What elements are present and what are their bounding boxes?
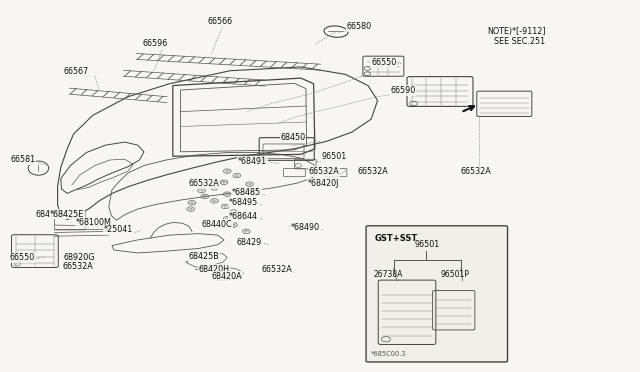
Text: 66581: 66581 — [10, 155, 35, 164]
Bar — [72, 257, 92, 265]
Text: 66532A: 66532A — [461, 167, 492, 176]
Text: 66567: 66567 — [64, 67, 89, 76]
Text: GST+SST: GST+SST — [374, 234, 418, 243]
Text: 96501: 96501 — [322, 152, 347, 161]
Text: 66580: 66580 — [347, 22, 372, 31]
Text: 68420M: 68420M — [35, 209, 67, 218]
Text: 68429: 68429 — [237, 238, 262, 247]
Text: *68100M: *68100M — [76, 218, 111, 227]
Text: 66566: 66566 — [208, 17, 233, 26]
Text: 26738A: 26738A — [373, 270, 403, 279]
Text: 68425B: 68425B — [189, 251, 220, 260]
Text: *68495: *68495 — [228, 198, 258, 206]
Text: NOTE)*[-9112]: NOTE)*[-9112] — [488, 27, 547, 36]
Text: *685C00.3: *685C00.3 — [371, 352, 406, 357]
Text: 68420A: 68420A — [211, 272, 242, 281]
Text: SEE SEC.251: SEE SEC.251 — [494, 37, 545, 46]
Text: *68420J: *68420J — [308, 179, 339, 188]
Text: 68420H: 68420H — [198, 264, 229, 273]
Text: 96501P: 96501P — [440, 270, 469, 279]
Text: 68920G: 68920G — [64, 253, 95, 262]
Text: *68491: *68491 — [238, 157, 268, 166]
Text: 66532A: 66532A — [357, 167, 388, 176]
Text: *68485: *68485 — [232, 187, 261, 196]
Text: 68450: 68450 — [280, 133, 305, 142]
Text: 66532A: 66532A — [63, 262, 93, 270]
Text: 66550: 66550 — [371, 58, 396, 67]
Text: 96501: 96501 — [414, 240, 439, 249]
Text: 66596: 66596 — [142, 39, 167, 48]
Text: 66532A: 66532A — [189, 179, 220, 188]
Text: 68440C: 68440C — [202, 220, 232, 229]
Text: *68644: *68644 — [229, 212, 258, 221]
Text: *25041: *25041 — [104, 225, 133, 234]
Text: 66532A: 66532A — [308, 167, 339, 176]
Text: 66590: 66590 — [390, 86, 415, 95]
Text: 66532A: 66532A — [261, 265, 292, 274]
FancyBboxPatch shape — [366, 226, 508, 362]
Text: *68425E: *68425E — [50, 209, 84, 218]
Text: *68490: *68490 — [291, 222, 321, 231]
Text: 66550: 66550 — [10, 253, 35, 262]
